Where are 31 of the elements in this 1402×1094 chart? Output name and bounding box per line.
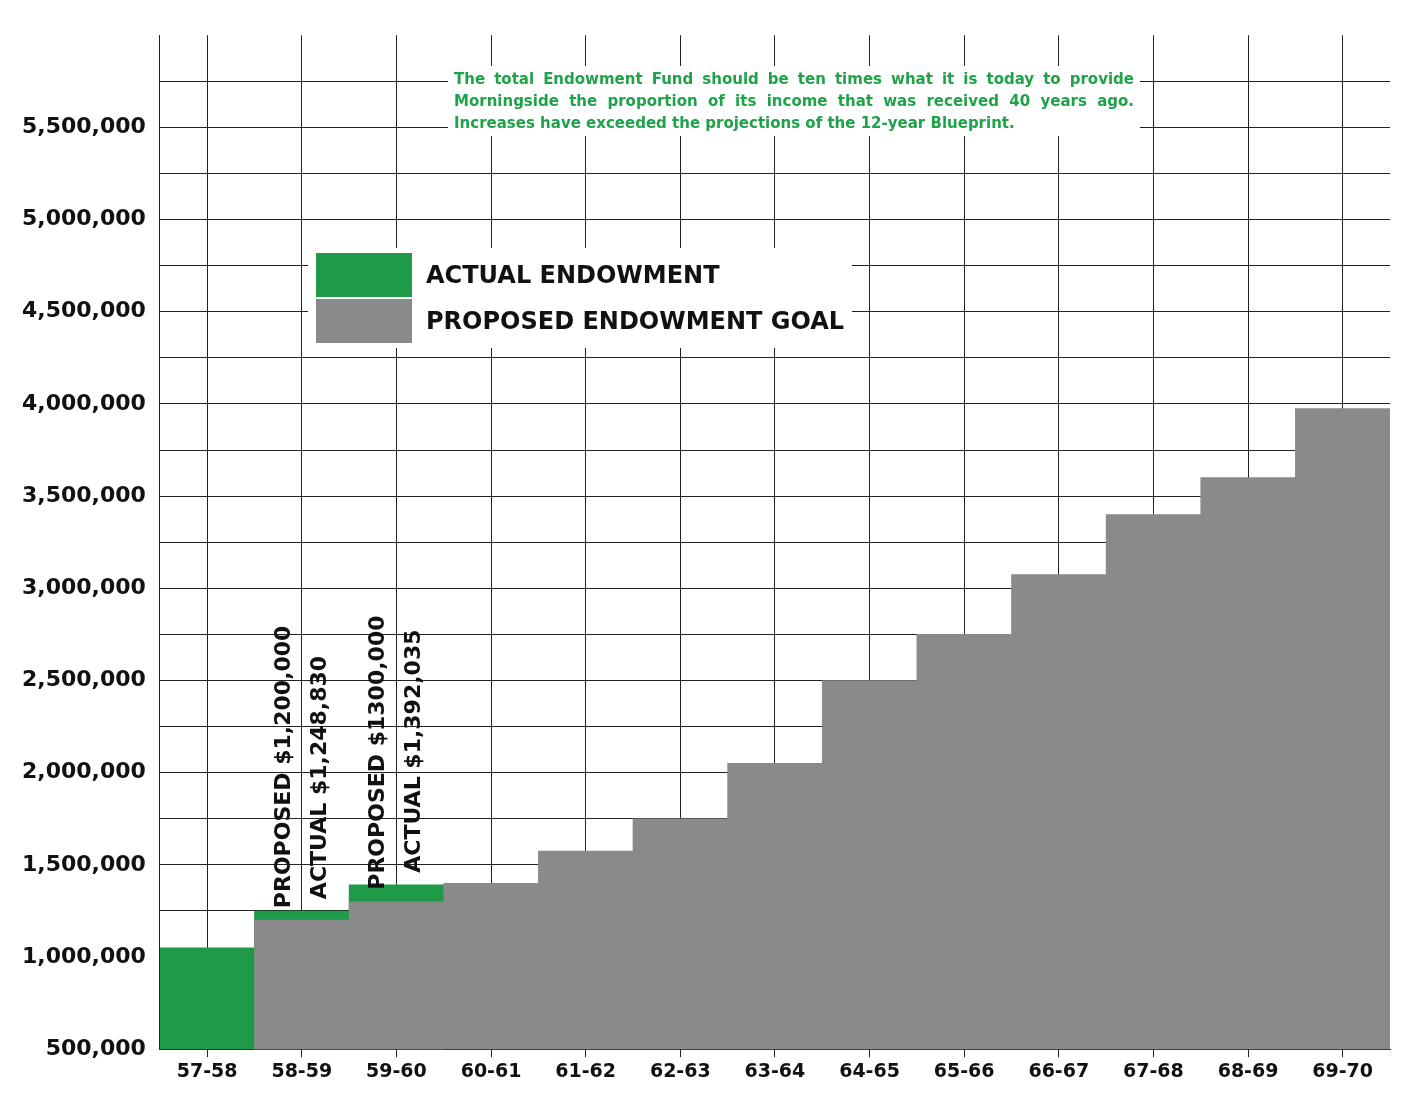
x-tick-label: 60-61 (460, 1058, 522, 1081)
legend-label: ACTUAL ENDOWMENT (426, 261, 720, 289)
y-tick-label: 5,500,000 (21, 113, 146, 139)
y-tick-label: 4,000,000 (21, 389, 146, 415)
x-tick-label: 68-69 (1217, 1058, 1279, 1081)
x-tick-label: 57-58 (176, 1058, 238, 1081)
y-tick-label: 500,000 (45, 1034, 146, 1060)
data-label: PROPOSED $1,200,000 (269, 625, 295, 909)
x-tick-label: 69-70 (1312, 1058, 1374, 1081)
x-tick-label: 58-59 (271, 1058, 333, 1081)
x-tick-label: 61-62 (555, 1058, 617, 1081)
annotation: The total Endowment Fund should be ten times what it is today to provide Morningside the proportion of its income that was received 40 years ago. Increases have exceeded the projections of the 12-year Blueprint. (448, 66, 1140, 136)
y-tick-label: 1,500,000 (21, 850, 146, 876)
data-label: PROPOSED $1300,000 (364, 615, 390, 890)
y-tick-label: 1,000,000 (21, 942, 146, 968)
data-label: ACTUAL $1,392,035 (400, 629, 426, 873)
x-tick-label: 62-63 (649, 1058, 711, 1081)
y-tick-label: 3,500,000 (21, 481, 146, 507)
x-tick-label: 64-65 (839, 1058, 900, 1081)
y-tick-label: 4,500,000 (21, 297, 146, 323)
legend-label: PROPOSED ENDOWMENT GOAL (426, 307, 845, 335)
x-tick-label: 59-60 (366, 1058, 427, 1081)
x-tick-label: 63-64 (744, 1058, 806, 1081)
y-tick-label: 3,000,000 (21, 574, 146, 600)
data-label: ACTUAL $1,248,830 (305, 655, 331, 900)
y-tick-label: 2,000,000 (21, 758, 146, 784)
x-tick-label: 65-66 (933, 1058, 995, 1081)
y-tick-label: 5,000,000 (21, 205, 146, 231)
y-tick-label: 2,500,000 (21, 666, 146, 692)
x-tick-label: 66-67 (1028, 1058, 1090, 1081)
x-tick-label: 67-68 (1123, 1058, 1184, 1081)
